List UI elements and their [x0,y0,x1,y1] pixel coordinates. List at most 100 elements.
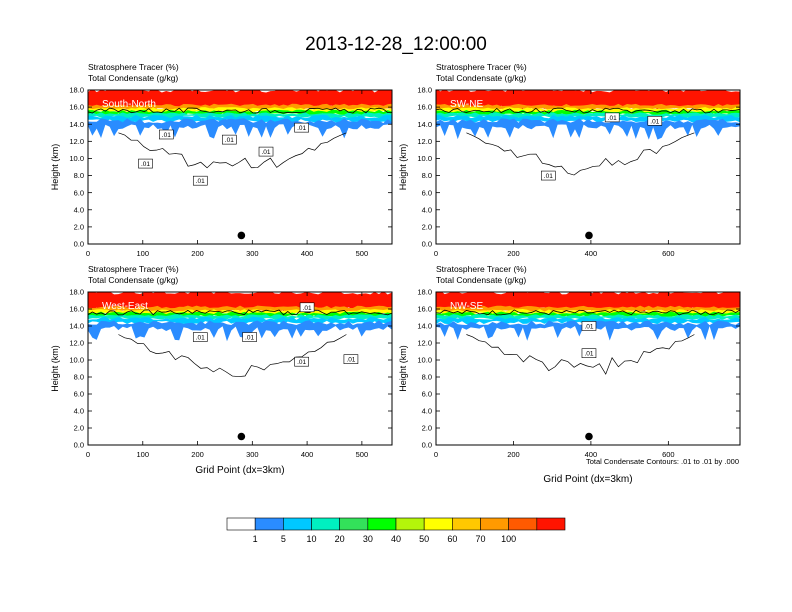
panels: .01 .01 .01 .01 .01 .01 0.0 2.0 4.0 6.0 8.0 10.0 12.… [50,62,741,485]
y-tick-label: 14.0 [69,322,84,331]
condensate-contour [118,334,347,377]
panel-title-tracer: Stratosphere Tracer (%) [88,62,179,72]
colorbar-swatch [254,517,284,531]
panel-title-tracer: Stratosphere Tracer (%) [436,62,527,72]
colorbar-label: 1 [253,534,258,544]
y-tick-label: 18.0 [417,288,432,297]
tracer-band [88,118,392,139]
tracer-band [436,90,740,110]
contour-label: .01 [584,324,593,331]
plot-area: .01 .01 .01 .01 .01 [88,292,392,441]
colorbar-swatch [423,517,453,531]
y-tick-label: 14.0 [417,322,432,331]
y-tick-label: 12.0 [417,137,432,146]
y-tick-label: 0.0 [74,240,84,249]
tracer-band [436,311,740,318]
panel-title-condensate: Total Condensate (g/kg) [436,73,526,83]
panel-title-tracer: Stratosphere Tracer (%) [88,264,179,274]
y-tick-label: 18.0 [417,86,432,95]
y-tick-label: 14.0 [69,120,84,129]
contour-label-box [294,122,309,133]
y-tick-label: 16.0 [69,103,84,112]
y-tick-label: 18.0 [69,86,84,95]
y-tick-label: 8.0 [74,373,84,382]
y-tick-label: 0.0 [422,240,432,249]
contour-label-box [138,158,153,169]
y-axis-label: Height (km) [398,144,408,191]
tracer-band [436,118,740,140]
x-tick-label: 600 [662,450,675,459]
condensate-contour [118,132,347,169]
y-tick-label: 18.0 [69,288,84,297]
contour-label: .01 [544,173,553,180]
y-tick-label: 10.0 [69,154,84,163]
location-marker [585,231,593,240]
plot-frame [87,291,393,446]
condensate-contour [466,334,695,375]
contour-label: .01 [303,305,312,312]
panel-label: NW-SE [450,301,483,312]
y-axis-label: Height (km) [398,345,408,392]
tropopause-contour [88,309,392,316]
plot-area: .01 .01 .01 [436,90,740,240]
contour-label: .01 [196,178,205,185]
colorbar-swatch [452,517,481,531]
x-tick-label: 200 [507,450,520,459]
contour-label: .01 [297,359,306,366]
y-tick-label: 6.0 [422,390,432,399]
contour-label: .01 [162,132,171,139]
colorbar-label: 50 [419,534,429,544]
contour-label-box [159,129,174,140]
panel-label: SW-NE [450,99,483,110]
y-tick-label: 12.0 [417,339,432,348]
contour-label-box [294,356,309,367]
contour-label: .01 [297,125,306,132]
plot-frame [435,291,741,446]
colorbar-swatch [367,517,397,531]
colorbar-swatch [283,517,312,531]
x-axis-label: Grid Point (dx=3km) [195,465,284,476]
y-tick-label: 4.0 [422,407,432,416]
x-tick-label: 400 [301,249,314,258]
panel-title-tracer: Stratosphere Tracer (%) [436,264,527,274]
contour-footnote: Total Condensate Contours: .01 to .01 by… [586,457,739,466]
y-tick-label: 16.0 [417,305,432,314]
panel-label: South-North [102,99,156,110]
y-tick-label: 0.0 [74,441,84,450]
tropopause-contour [436,309,740,316]
contour-label-box [192,332,208,342]
x-tick-label: 500 [356,450,369,459]
colorbar-label: 10 [306,534,316,544]
colorbar-swatch [226,517,256,531]
colorbar-label: 100 [501,534,516,544]
x-tick-label: 300 [246,249,259,258]
y-tick-label: 10.0 [69,356,84,365]
contour-label-box [647,116,663,126]
colorbar: 1 5 10 20 30 40 50 60 70 100 [226,517,566,544]
colorbar-swatch [480,517,509,531]
x-tick-label: 100 [137,450,150,459]
panel-south-north: .01 .01 .01 .01 .01 .01 0.0 2.0 4.0 6.0 8.0 10.0 12.… [50,62,393,258]
tracer-band [88,292,392,312]
contour-label: .01 [141,161,150,168]
panel-label: West-East [102,301,148,312]
tracer-band [436,316,740,325]
contour-label: .01 [608,115,617,122]
figure-title: 2013-12-28_12:00:00 [305,34,487,55]
y-tick-label: 0.0 [422,441,432,450]
contour-label-box [581,348,597,359]
x-tick-label: 400 [585,450,598,459]
tracer-band [88,316,392,325]
panel-sw-ne: .01 .01 .01 0.0 2.0 4.0 6.0 8.0 10.0 12.0 14.0 16.0… [398,62,741,258]
tropopause-contour [436,107,740,114]
tropopause-contour [88,107,392,114]
tracer-band [88,314,392,320]
y-axis-label: Height (km) [50,345,60,392]
plot-area: .01 .01 [436,292,740,441]
contour-label-box [222,134,237,145]
contour-label: .01 [196,335,205,342]
y-tick-label: 14.0 [417,120,432,129]
x-tick-label: 0 [86,450,90,459]
x-tick-label: 200 [191,450,204,459]
y-tick-label: 12.0 [69,339,84,348]
